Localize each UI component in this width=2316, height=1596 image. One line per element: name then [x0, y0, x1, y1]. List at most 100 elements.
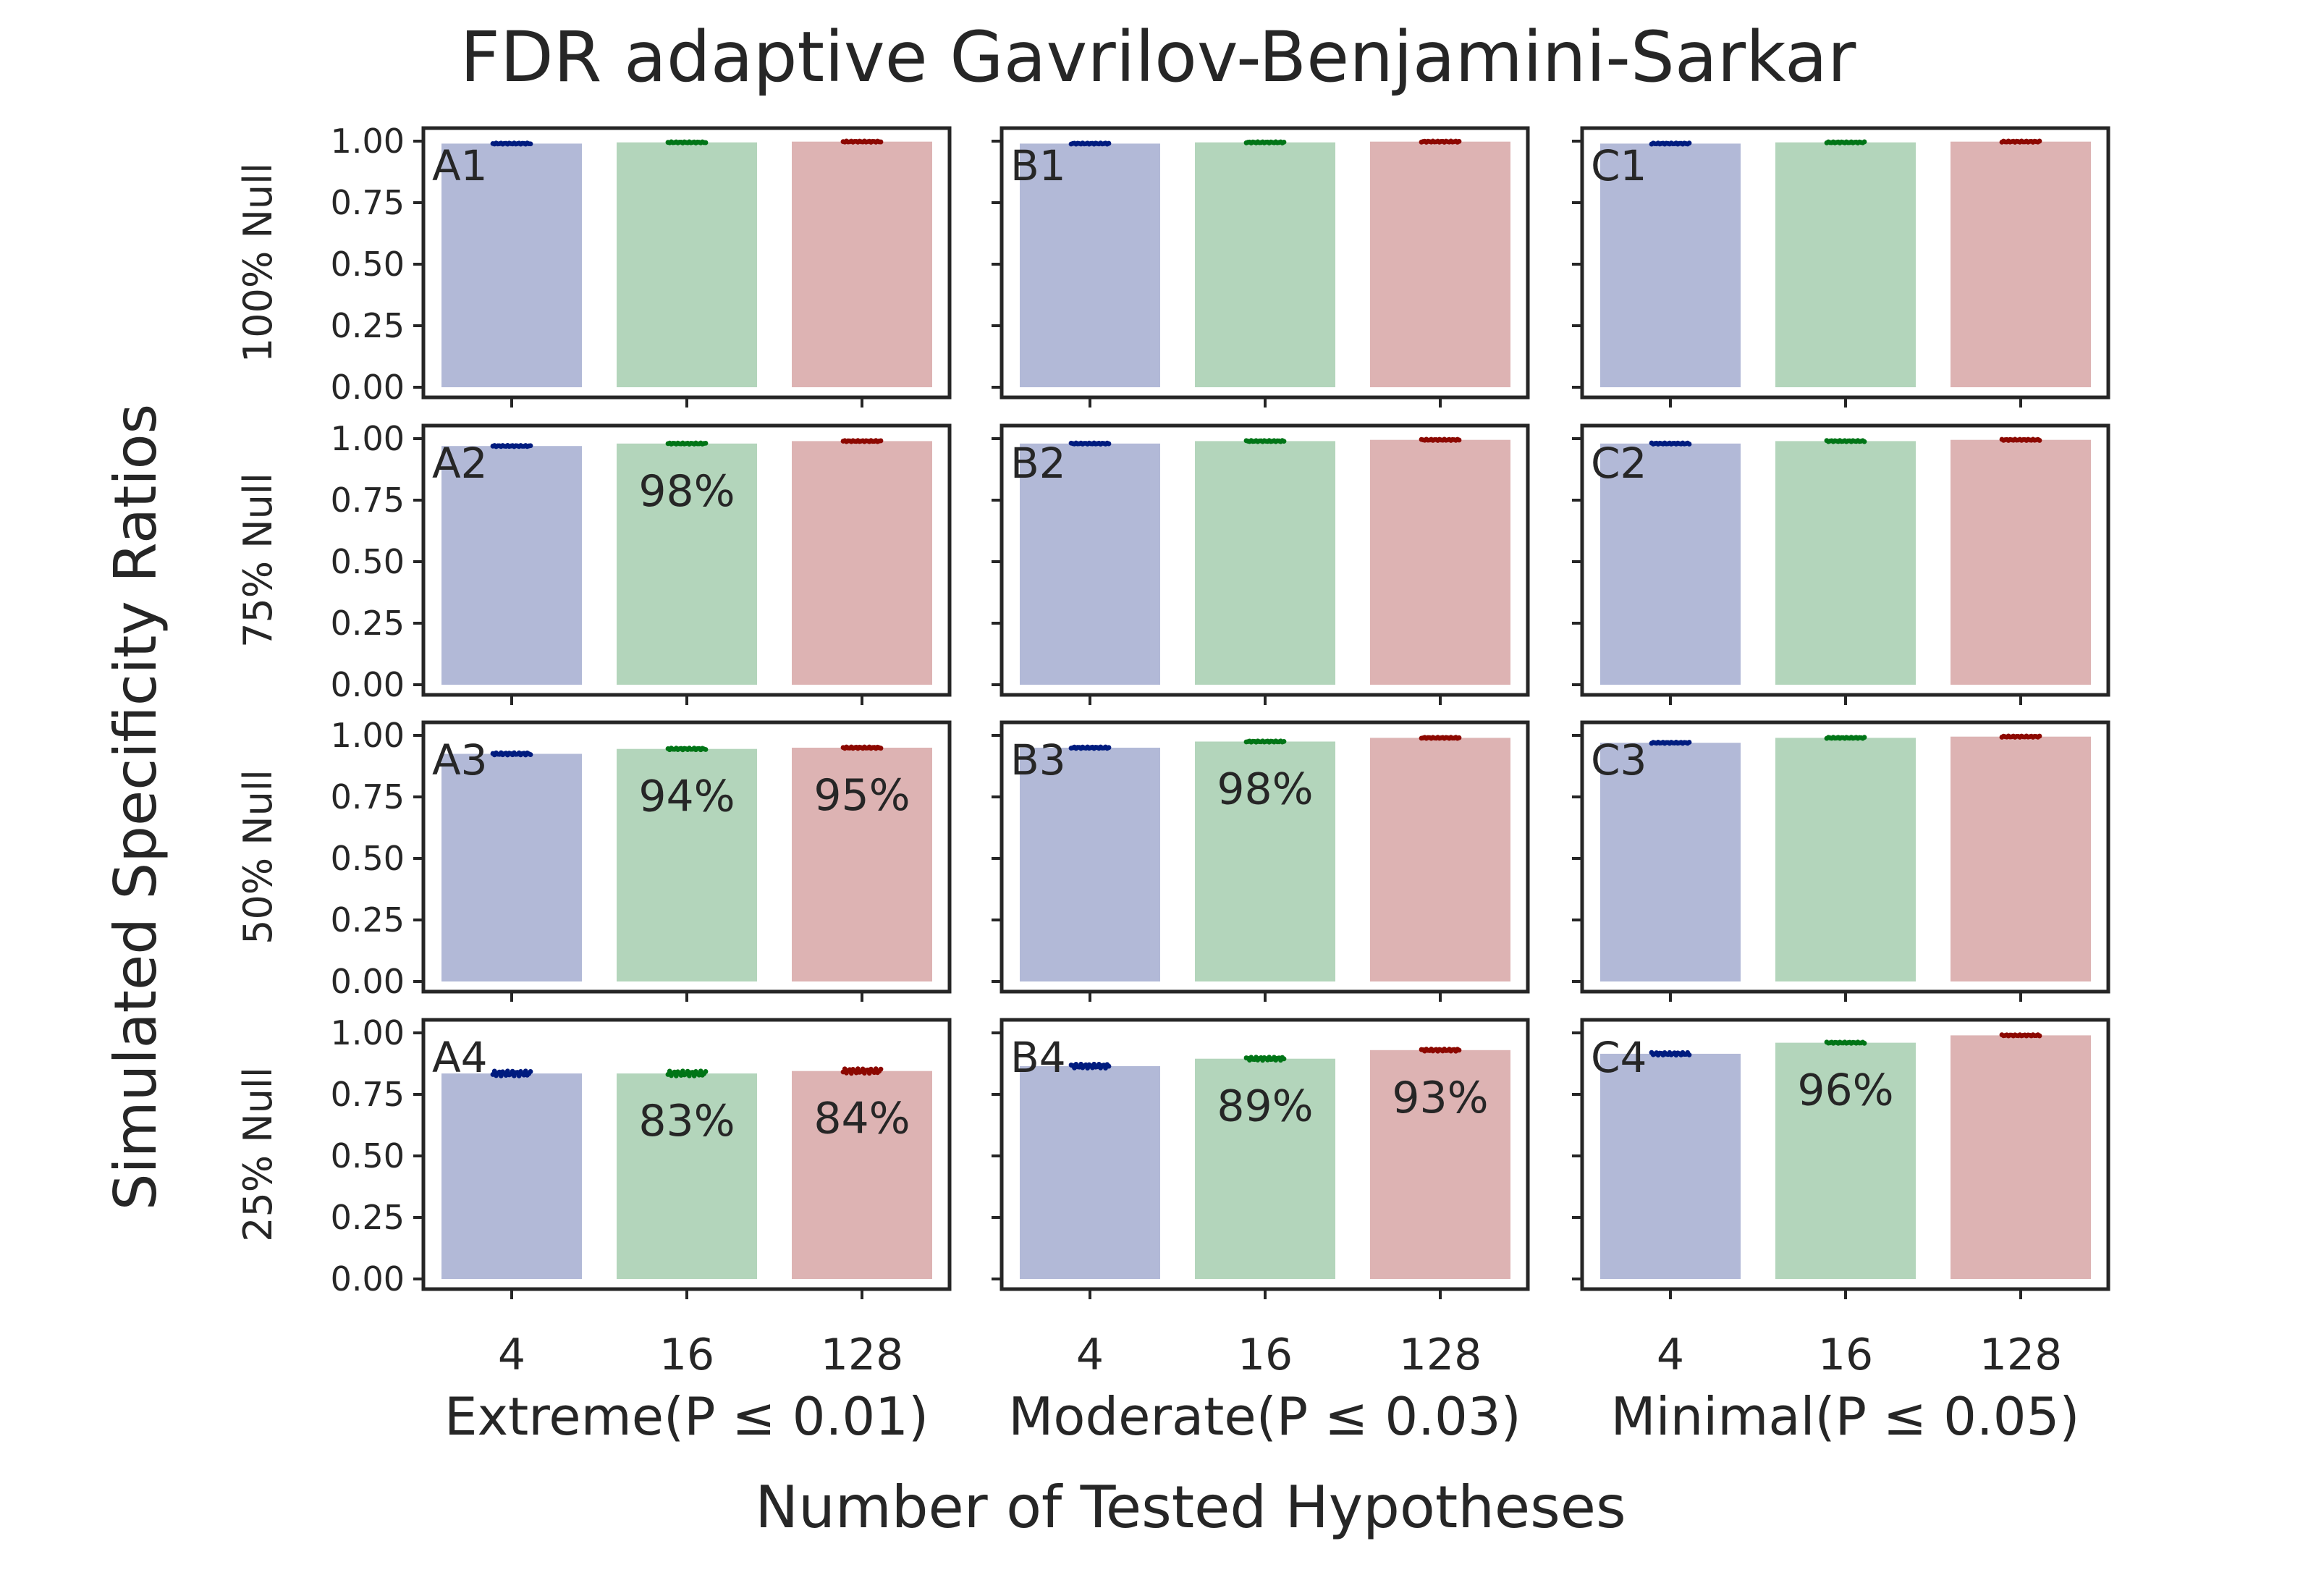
row-label: 100% Null: [235, 163, 281, 363]
bar-c2-128: [1951, 439, 2091, 685]
bar-a2-4: [441, 446, 582, 685]
bar-a1-128: [792, 141, 932, 387]
panel-c3: C3: [1572, 720, 2110, 1002]
point: [1106, 1063, 1112, 1069]
points-a4-4: [490, 1068, 533, 1078]
bar-a4-128: [792, 1071, 932, 1279]
panel-label: A2: [432, 439, 488, 488]
panel-a1: 0.00 0.25 0.50 0.75 1.00 A1: [331, 122, 952, 408]
point: [680, 1068, 685, 1074]
points-c3-16: [1824, 735, 1867, 741]
row-label: 25% Null: [235, 1067, 281, 1242]
bar-annotation: 98%: [638, 466, 735, 517]
points-a2-128: [840, 438, 884, 444]
y-tick-label: 0.50: [331, 1136, 405, 1175]
panel-label: A1: [432, 141, 488, 190]
y-tick-label: 1.00: [331, 419, 405, 458]
points-b2-128: [1419, 436, 1462, 443]
x-tick-label: 16: [1238, 1330, 1293, 1380]
point: [528, 443, 533, 449]
point: [1281, 439, 1287, 444]
bar-b2-4: [1020, 443, 1160, 685]
point: [878, 746, 884, 751]
points-b4-128: [1419, 1047, 1462, 1054]
bar-b1-16: [1195, 142, 1335, 387]
bar-b3-4: [1020, 748, 1160, 981]
points-a3-16: [665, 746, 709, 753]
point: [1686, 740, 1692, 745]
row-label: 50% Null: [235, 769, 281, 945]
bar-a3-128: [792, 748, 932, 981]
y-tick-label: 0.75: [331, 481, 405, 520]
points-b1-128: [1419, 138, 1462, 145]
panel-a3: 0.00 0.25 0.50 0.75 1.00 A3 94% 95%: [331, 716, 952, 1002]
panel-label: B4: [1010, 1033, 1066, 1082]
y-tick-label: 1.00: [331, 1013, 405, 1052]
y-tick-label: 0.25: [331, 1198, 405, 1237]
bar-b1-4: [1020, 143, 1160, 387]
bar-a4-16: [617, 1073, 757, 1279]
points-a1-128: [840, 138, 884, 145]
y-tick-label: 0.50: [331, 245, 405, 284]
point: [878, 438, 884, 444]
point: [504, 1068, 510, 1074]
bar-a2-128: [792, 441, 932, 685]
points-c3-128: [1999, 733, 2042, 740]
point: [1861, 439, 1867, 444]
points-a1-4: [490, 140, 533, 147]
points-b1-16: [1243, 139, 1287, 145]
points-a3-4: [490, 750, 533, 758]
bar-c2-16: [1775, 441, 1916, 685]
point: [1106, 745, 1112, 751]
panel-label: C3: [1591, 735, 1647, 785]
panel-b4: 4 16 128 B4 89% 93%: [992, 1018, 1530, 1380]
y-tick-label: 0.75: [331, 183, 405, 222]
point: [1861, 139, 1867, 145]
bar-annotation: 89%: [1217, 1081, 1313, 1132]
column-group-label: Minimal(P ≤ 0.05): [1610, 1386, 2079, 1447]
bar-annotation: 83%: [638, 1096, 735, 1147]
panel-c2: C2: [1572, 423, 2110, 705]
y-tick-label: 0.25: [331, 306, 405, 345]
bar-annotation: 98%: [1217, 764, 1313, 815]
point: [1861, 1040, 1867, 1046]
points-a1-16: [665, 139, 709, 145]
points-b3-128: [1419, 735, 1462, 741]
x-tick-label: 4: [1076, 1330, 1104, 1380]
bar-b4-4: [1020, 1065, 1160, 1279]
chart-title: FDR adaptive Gavrilov-Benjamini-Sarkar: [460, 17, 1856, 98]
points-a4-16: [665, 1068, 709, 1078]
panel-label: B1: [1010, 141, 1066, 190]
bar-a1-4: [441, 143, 582, 387]
point: [698, 1068, 703, 1074]
x-tick-label: 128: [1399, 1330, 1482, 1380]
bar-c4-16: [1775, 1042, 1916, 1279]
points-c4-16: [1824, 1039, 1867, 1046]
points-b1-4: [1068, 140, 1112, 147]
y-tick-label: 0.25: [331, 604, 405, 643]
bar-b2-16: [1195, 441, 1335, 685]
bar-c1-4: [1600, 143, 1741, 387]
y-tick-label: 0.00: [331, 1259, 405, 1299]
points-b4-4: [1068, 1061, 1112, 1071]
panel-b2: B2: [992, 423, 1530, 705]
bar-b3-16: [1195, 741, 1335, 981]
bar-b4-128: [1370, 1050, 1510, 1279]
points-b2-16: [1243, 438, 1287, 444]
point: [878, 139, 884, 145]
points-c3-4: [1649, 740, 1692, 746]
points-c2-16: [1824, 438, 1867, 444]
point: [703, 1069, 709, 1074]
points-a2-4: [490, 443, 533, 449]
x-axis-label: Number of Tested Hypotheses: [755, 1474, 1626, 1541]
bar-a4-4: [441, 1073, 582, 1279]
y-tick-label: 1.00: [331, 716, 405, 755]
point: [528, 752, 533, 757]
panel-c4: 4 16 128 C4 96%: [1572, 1018, 2110, 1380]
point: [878, 1066, 884, 1072]
point: [1686, 442, 1692, 447]
points-c1-4: [1649, 140, 1692, 147]
bar-b2-128: [1370, 439, 1510, 685]
bar-a3-16: [617, 748, 757, 981]
